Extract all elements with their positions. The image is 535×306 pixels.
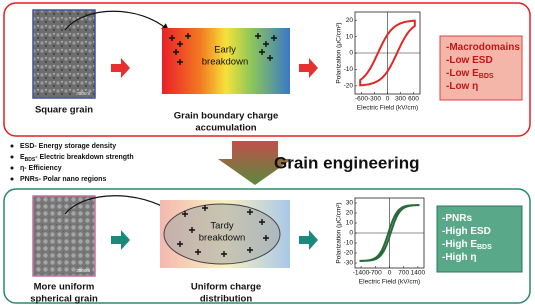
image-label: More uniform <box>34 282 95 293</box>
bullet <box>11 167 14 170</box>
y-axis-label: Polarization (μC/cm²) <box>336 22 343 83</box>
y-tick-label: -10 <box>344 66 354 73</box>
legend-subscript: BDS <box>25 157 36 163</box>
box-text: Tardy <box>210 221 233 232</box>
y-tick-label: 0 <box>349 50 353 57</box>
property-subscript: BDS <box>477 244 492 251</box>
box-text: breakdown <box>199 233 245 244</box>
x-tick-label: 0 <box>386 96 390 103</box>
image-label: spherical grain <box>30 294 98 305</box>
x-tick-label: 1400 <box>411 270 426 277</box>
box-label: Grain boundary charge <box>174 111 279 122</box>
arrow <box>111 230 130 250</box>
x-tick-label: 600 <box>408 96 419 103</box>
image-label: Square grain <box>35 105 93 116</box>
x-tick-label: 0 <box>388 270 392 277</box>
property-text: -High η <box>442 252 476 263</box>
property: -Low ESD <box>446 55 493 66</box>
x-tick-label: 300 <box>395 96 406 103</box>
y-tick-label: 10 <box>346 220 354 227</box>
property: -PNRs <box>442 213 472 224</box>
y-tick-label: -20 <box>344 83 354 90</box>
box-text: breakdown <box>202 57 248 68</box>
legend-entry: ESD- Energy storage density <box>20 143 116 150</box>
property-text: -High E <box>442 239 477 250</box>
property: -Low η <box>446 81 478 92</box>
figure: 300nm Square grain Early breakdown Grain… <box>0 0 535 306</box>
scale-bar-label: 300nm <box>76 268 90 273</box>
legend-entry: EBDS- Electric breakdown strength <box>20 154 134 163</box>
arrow <box>111 58 130 78</box>
y-tick-label: 0 <box>349 230 353 237</box>
y-tick-label: -30 <box>344 260 354 267</box>
y-tick-label: 20 <box>346 17 354 24</box>
x-tick-label: -300 <box>368 96 381 103</box>
bullet <box>11 178 14 181</box>
box-label: accumulation <box>195 123 256 134</box>
legend: ESD- Energy storage density EBDS- Electri… <box>11 143 134 183</box>
x-axis-label: Electric Field (kV/cm) <box>357 105 418 112</box>
y-tick-label: 10 <box>346 33 354 40</box>
property-text: -High ESD <box>442 226 491 237</box>
center-label: Grain engineering <box>274 153 419 172</box>
x-tick-label: 700 <box>398 270 409 277</box>
arrow <box>299 230 318 250</box>
bullet <box>11 156 14 159</box>
y-tick-label: 20 <box>346 210 354 217</box>
property: -Macrodomains <box>446 42 520 53</box>
box-label: distribution <box>200 294 252 305</box>
property-text: -Low ESD <box>446 55 493 66</box>
legend-entry: PNRs- Polar nano regions <box>20 176 106 183</box>
property-text: -Macrodomains <box>446 42 520 53</box>
y-tick-label: -20 <box>344 250 354 257</box>
bullet <box>11 145 14 148</box>
legend-text: - Electric breakdown strength <box>35 154 133 161</box>
x-tick-label: -1400 <box>353 270 370 277</box>
scale-bar-label: 300nm <box>76 91 90 96</box>
legend-text: η- Efficiency <box>20 165 62 172</box>
sem-image <box>33 10 95 98</box>
x-tick-label: -600 <box>355 96 368 103</box>
arrow <box>299 58 318 78</box>
property-text: -Low η <box>446 81 478 92</box>
property-text: -Low E <box>446 68 479 79</box>
legend-text: PNRs- Polar nano regions <box>20 176 106 183</box>
y-axis-label: Polarization (μC/cm²) <box>336 202 343 263</box>
x-axis-label: Electric Field (kV/cm) <box>359 279 420 286</box>
property-text: -PNRs <box>442 213 472 224</box>
box-text: Early <box>214 45 236 56</box>
property-subscript: BDS <box>479 73 494 80</box>
y-tick-label: 30 <box>346 200 354 207</box>
y-tick-label: -10 <box>344 240 354 247</box>
x-tick-label: -700 <box>369 270 382 277</box>
property: -High ESD <box>442 226 491 237</box>
sem-image <box>33 196 95 276</box>
box-label: Uniform charge <box>191 282 261 293</box>
legend-entry: η- Efficiency <box>20 165 62 172</box>
property: -High η <box>442 252 476 263</box>
legend-text: ESD- Energy storage density <box>20 143 116 150</box>
